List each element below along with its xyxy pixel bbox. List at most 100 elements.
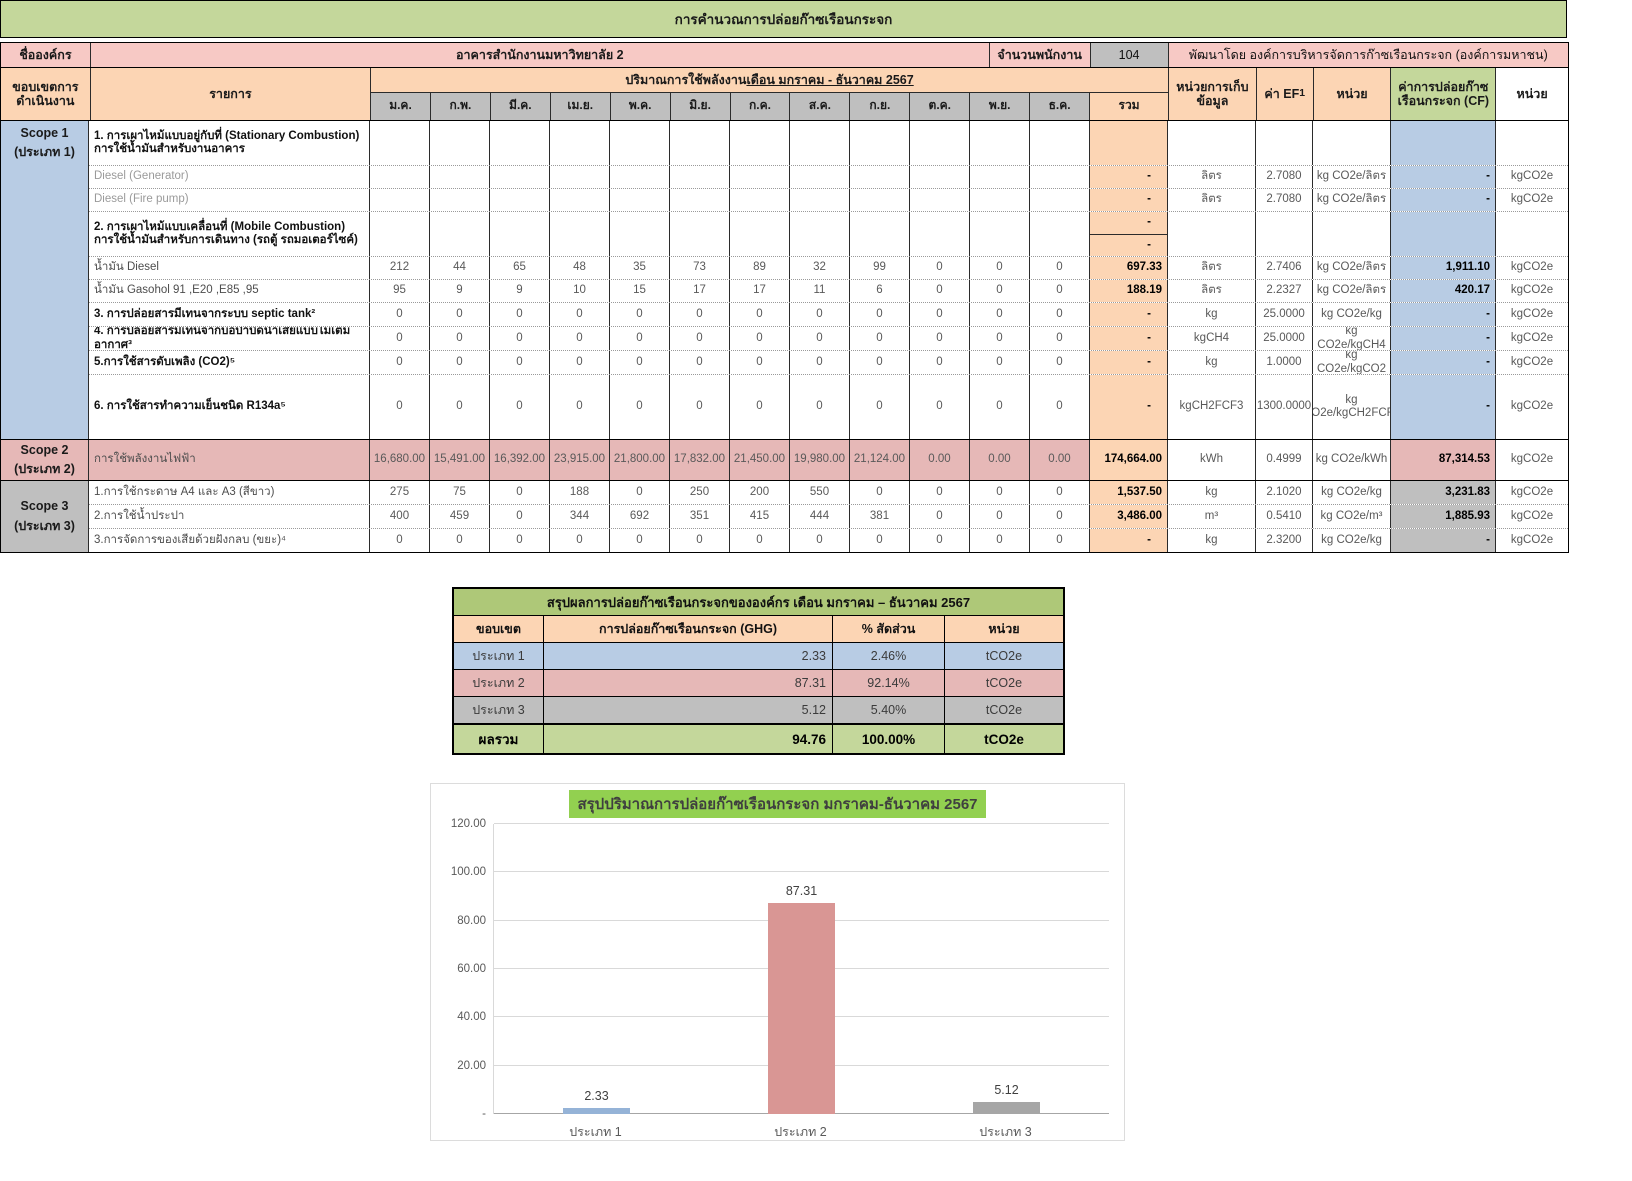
- month-value-cell[interactable]: 0: [1030, 257, 1090, 279]
- month-value-cell[interactable]: 351: [670, 505, 730, 528]
- month-value-cell[interactable]: 0: [730, 303, 790, 326]
- month-value-cell[interactable]: 65: [490, 257, 550, 279]
- month-value-cell[interactable]: 0: [790, 351, 850, 374]
- month-value-cell[interactable]: [790, 189, 850, 211]
- month-value-cell[interactable]: 0: [850, 481, 910, 504]
- month-value-cell[interactable]: 0: [910, 351, 970, 374]
- month-value-cell[interactable]: 0: [490, 351, 550, 374]
- month-value-cell[interactable]: 0: [490, 529, 550, 552]
- month-value-cell[interactable]: 9: [490, 280, 550, 302]
- month-value-cell[interactable]: [430, 166, 490, 188]
- month-value-cell[interactable]: 212: [370, 257, 430, 279]
- month-value-cell[interactable]: 0: [550, 529, 610, 552]
- month-value-cell[interactable]: 0: [790, 327, 850, 350]
- month-value-cell[interactable]: 0: [610, 351, 670, 374]
- month-value-cell[interactable]: 11: [790, 280, 850, 302]
- month-value-cell[interactable]: 0: [910, 280, 970, 302]
- month-value-cell[interactable]: 0: [970, 529, 1030, 552]
- month-value-cell[interactable]: 0: [670, 351, 730, 374]
- month-value-cell[interactable]: 0: [1030, 280, 1090, 302]
- month-value-cell[interactable]: 0: [490, 505, 550, 528]
- month-value-cell[interactable]: 0: [910, 505, 970, 528]
- month-value-cell[interactable]: 0: [970, 505, 1030, 528]
- month-value-cell[interactable]: 0: [1030, 375, 1090, 439]
- month-value-cell[interactable]: 0: [730, 375, 790, 439]
- month-value-cell[interactable]: 0: [790, 529, 850, 552]
- month-value-cell[interactable]: [550, 189, 610, 211]
- month-value-cell[interactable]: 89: [730, 257, 790, 279]
- month-value-cell[interactable]: [490, 189, 550, 211]
- month-value-cell[interactable]: 0: [970, 303, 1030, 326]
- month-value-cell[interactable]: 21,124.00: [850, 440, 910, 480]
- month-value-cell[interactable]: 0: [1030, 303, 1090, 326]
- month-value-cell[interactable]: 0: [670, 327, 730, 350]
- month-value-cell[interactable]: 0: [370, 303, 430, 326]
- month-value-cell[interactable]: 0: [970, 257, 1030, 279]
- month-value-cell[interactable]: [1030, 189, 1090, 211]
- month-value-cell[interactable]: [370, 166, 430, 188]
- month-value-cell[interactable]: 6: [850, 280, 910, 302]
- month-value-cell[interactable]: 188: [550, 481, 610, 504]
- month-value-cell[interactable]: 9: [430, 280, 490, 302]
- month-value-cell[interactable]: 0: [370, 375, 430, 439]
- month-value-cell[interactable]: 75: [430, 481, 490, 504]
- month-value-cell[interactable]: 17,832.00: [670, 440, 730, 480]
- month-value-cell[interactable]: 17: [670, 280, 730, 302]
- month-value-cell[interactable]: [730, 189, 790, 211]
- month-value-cell[interactable]: 459: [430, 505, 490, 528]
- month-value-cell[interactable]: 0: [610, 303, 670, 326]
- month-value-cell[interactable]: 0: [610, 529, 670, 552]
- month-value-cell[interactable]: 0: [970, 481, 1030, 504]
- month-value-cell[interactable]: [430, 189, 490, 211]
- month-value-cell[interactable]: 0: [790, 375, 850, 439]
- month-value-cell[interactable]: 0: [610, 481, 670, 504]
- month-value-cell[interactable]: [610, 189, 670, 211]
- month-value-cell[interactable]: [670, 189, 730, 211]
- month-value-cell[interactable]: [490, 166, 550, 188]
- month-value-cell[interactable]: 48: [550, 257, 610, 279]
- month-value-cell[interactable]: 692: [610, 505, 670, 528]
- month-value-cell[interactable]: 10: [550, 280, 610, 302]
- month-value-cell[interactable]: 0: [490, 327, 550, 350]
- month-value-cell[interactable]: 95: [370, 280, 430, 302]
- month-value-cell[interactable]: 0: [790, 303, 850, 326]
- month-value-cell[interactable]: 0: [910, 529, 970, 552]
- month-value-cell[interactable]: 16,680.00: [370, 440, 430, 480]
- month-value-cell[interactable]: [970, 166, 1030, 188]
- month-value-cell[interactable]: 0: [910, 481, 970, 504]
- month-value-cell[interactable]: 0: [850, 327, 910, 350]
- month-value-cell[interactable]: 0.00: [1030, 440, 1090, 480]
- org-name-cell[interactable]: อาคารสำนักงานมหาวิทยาลัย 2: [90, 43, 990, 67]
- month-value-cell[interactable]: 0: [850, 303, 910, 326]
- month-value-cell[interactable]: 381: [850, 505, 910, 528]
- month-value-cell[interactable]: [730, 166, 790, 188]
- month-value-cell[interactable]: 0: [550, 327, 610, 350]
- month-value-cell[interactable]: 0: [670, 529, 730, 552]
- month-value-cell[interactable]: 0: [430, 327, 490, 350]
- month-value-cell[interactable]: 250: [670, 481, 730, 504]
- month-value-cell[interactable]: 0: [490, 375, 550, 439]
- employees-count-cell[interactable]: 104: [1090, 43, 1169, 67]
- month-value-cell[interactable]: 0: [370, 327, 430, 350]
- month-value-cell[interactable]: [850, 189, 910, 211]
- month-value-cell[interactable]: 444: [790, 505, 850, 528]
- month-value-cell[interactable]: 0.00: [970, 440, 1030, 480]
- month-value-cell[interactable]: 17: [730, 280, 790, 302]
- month-value-cell[interactable]: 16,392.00: [490, 440, 550, 480]
- month-value-cell[interactable]: 0: [670, 375, 730, 439]
- month-value-cell[interactable]: 415: [730, 505, 790, 528]
- month-value-cell[interactable]: 0: [910, 375, 970, 439]
- month-value-cell[interactable]: 0: [430, 351, 490, 374]
- month-value-cell[interactable]: 0: [430, 375, 490, 439]
- month-value-cell[interactable]: [910, 166, 970, 188]
- month-value-cell[interactable]: 0: [730, 327, 790, 350]
- month-value-cell[interactable]: [970, 189, 1030, 211]
- month-value-cell[interactable]: 0: [1030, 505, 1090, 528]
- month-value-cell[interactable]: 44: [430, 257, 490, 279]
- month-value-cell[interactable]: [550, 166, 610, 188]
- month-value-cell[interactable]: 23,915.00: [550, 440, 610, 480]
- month-value-cell[interactable]: 0: [550, 375, 610, 439]
- month-value-cell[interactable]: 0: [730, 351, 790, 374]
- month-value-cell[interactable]: 200: [730, 481, 790, 504]
- month-value-cell[interactable]: 0: [970, 351, 1030, 374]
